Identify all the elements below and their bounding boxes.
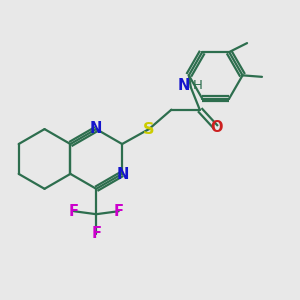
Text: F: F	[114, 204, 124, 219]
Text: N: N	[116, 167, 129, 182]
Text: F: F	[69, 204, 79, 219]
Text: O: O	[210, 120, 222, 135]
Text: S: S	[143, 122, 155, 136]
Text: H: H	[192, 79, 202, 92]
Text: F: F	[91, 226, 101, 241]
Text: N: N	[90, 121, 102, 136]
Text: N: N	[178, 78, 190, 93]
